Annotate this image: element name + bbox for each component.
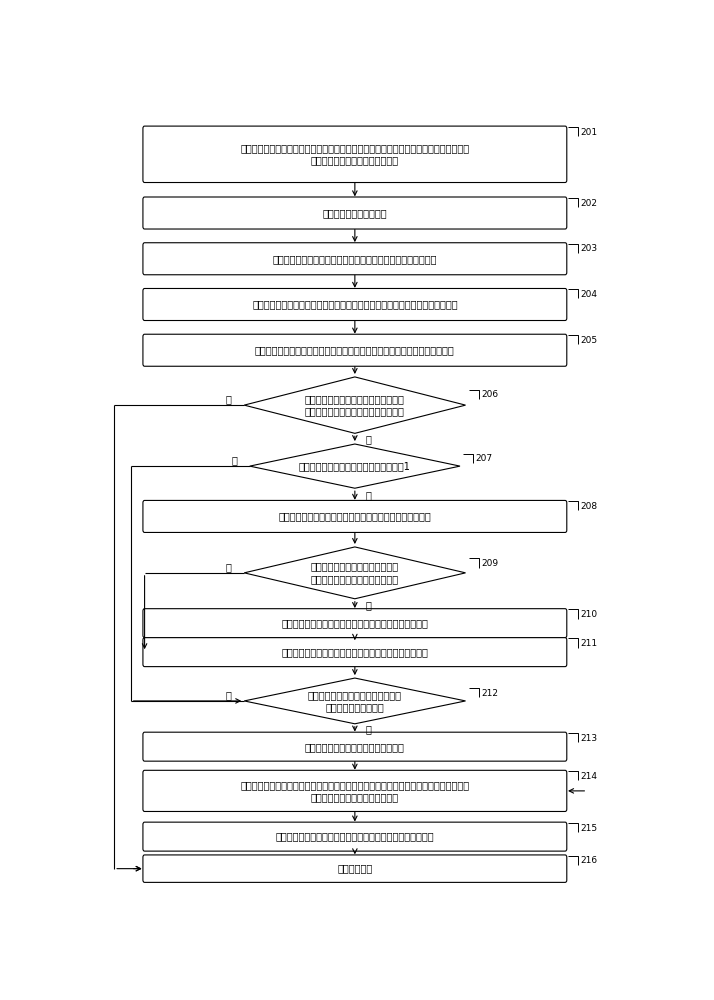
Text: 213: 213 <box>580 734 598 743</box>
Text: 否: 否 <box>226 562 231 572</box>
Text: 214: 214 <box>580 772 598 781</box>
FancyBboxPatch shape <box>143 288 567 321</box>
Text: 210: 210 <box>580 610 598 619</box>
Text: 212: 212 <box>481 689 498 698</box>
FancyBboxPatch shape <box>143 334 567 366</box>
Text: 从外部获取电子节目指南: 从外部获取电子节目指南 <box>323 208 387 218</box>
Polygon shape <box>244 547 466 599</box>
FancyBboxPatch shape <box>143 770 567 811</box>
Text: 是: 是 <box>366 490 371 500</box>
Polygon shape <box>244 678 466 724</box>
Text: 209: 209 <box>481 559 498 568</box>
Polygon shape <box>244 377 466 433</box>
Text: 确定优先级指数次高的已经开播的推荐节目为待推荐节目: 确定优先级指数次高的已经开播的推荐节目为待推荐节目 <box>281 618 428 628</box>
Text: 205: 205 <box>580 336 598 345</box>
Text: 203: 203 <box>580 244 598 253</box>
Text: 201: 201 <box>580 128 598 137</box>
Text: 终止当前流程: 终止当前流程 <box>337 864 373 874</box>
Text: 206: 206 <box>481 390 498 399</box>
Text: 否: 否 <box>226 394 231 404</box>
FancyBboxPatch shape <box>143 609 567 638</box>
Text: 确定已经开播的推荐节目为待推荐节目: 确定已经开播的推荐节目为待推荐节目 <box>305 742 405 752</box>
Text: 确定优先级指数最高的已经开播的推荐节目为待推荐节目: 确定优先级指数最高的已经开播的推荐节目为待推荐节目 <box>281 647 428 657</box>
Text: 216: 216 <box>580 856 598 865</box>
Text: 根据节目的播放次数和节目的播放时长，计算节目的优先级指数: 根据节目的播放次数和节目的播放时长，计算节目的优先级指数 <box>273 254 437 264</box>
Text: 是: 是 <box>366 434 371 444</box>
Text: 否: 否 <box>231 455 237 465</box>
FancyBboxPatch shape <box>143 732 567 761</box>
Text: 判断节目推荐列表中是否存在播放时间
段包含当前时刻的已经开播的推荐节目: 判断节目推荐列表中是否存在播放时间 段包含当前时刻的已经开播的推荐节目 <box>305 394 405 416</box>
FancyBboxPatch shape <box>143 243 567 275</box>
FancyBboxPatch shape <box>143 500 567 532</box>
Text: 利用画中画模式的第一窗口播放待推荐节目，利用画中画模式的第二窗口播放当前电视节
目，其中，第一窗口小于第二窗口: 利用画中画模式的第一窗口播放待推荐节目，利用画中画模式的第二窗口播放当前电视节 … <box>241 780 469 802</box>
Text: 判断已经开播的推荐节目与所播放的
当前电视节目是否相同: 判断已经开播的推荐节目与所播放的 当前电视节目是否相同 <box>308 690 402 712</box>
Polygon shape <box>250 444 460 488</box>
FancyBboxPatch shape <box>143 197 567 229</box>
Text: 否: 否 <box>366 724 371 734</box>
FancyBboxPatch shape <box>143 638 567 667</box>
Text: 是: 是 <box>226 690 231 700</box>
Text: 是: 是 <box>366 600 371 610</box>
Text: 判断已经开播的推荐节目的数量是否大于1: 判断已经开播的推荐节目的数量是否大于1 <box>299 461 411 471</box>
FancyBboxPatch shape <box>143 855 567 882</box>
FancyBboxPatch shape <box>143 822 567 851</box>
Text: 当接收到外部输入的切换指令时，以全屏模式播放待推荐节目: 当接收到外部输入的切换指令时，以全屏模式播放待推荐节目 <box>276 832 434 842</box>
Text: 207: 207 <box>476 454 493 463</box>
Text: 215: 215 <box>580 824 598 833</box>
FancyBboxPatch shape <box>143 126 567 183</box>
Text: 202: 202 <box>580 199 598 208</box>
Text: 获取电视节目播放记录，电视节目播放记录，包括：节目的名称、节目所在频道的名称、
节目的播放次数、节目的播放时长: 获取电视节目播放记录，电视节目播放记录，包括：节目的名称、节目所在频道的名称、 … <box>241 143 469 166</box>
Text: 根据节目的名称、节目的优先级指数和节目的播放时间段，生成推荐节目列表: 根据节目的名称、节目的优先级指数和节目的播放时间段，生成推荐节目列表 <box>255 345 455 355</box>
Text: 211: 211 <box>580 639 598 648</box>
Text: 208: 208 <box>580 502 598 511</box>
Text: 根据节目推荐列表，确定已经开播的推荐节目的优先级指数: 根据节目推荐列表，确定已经开播的推荐节目的优先级指数 <box>278 511 431 521</box>
Text: 根据节目的名称、节目所在频道的名称和电子节目指南，确定节目的播放时间段: 根据节目的名称、节目所在频道的名称和电子节目指南，确定节目的播放时间段 <box>252 299 458 309</box>
Text: 判断优先级指数最高的已经开播的
推荐节目与当前电视节目是否相同: 判断优先级指数最高的已经开播的 推荐节目与当前电视节目是否相同 <box>311 562 399 584</box>
Text: 204: 204 <box>580 290 598 299</box>
